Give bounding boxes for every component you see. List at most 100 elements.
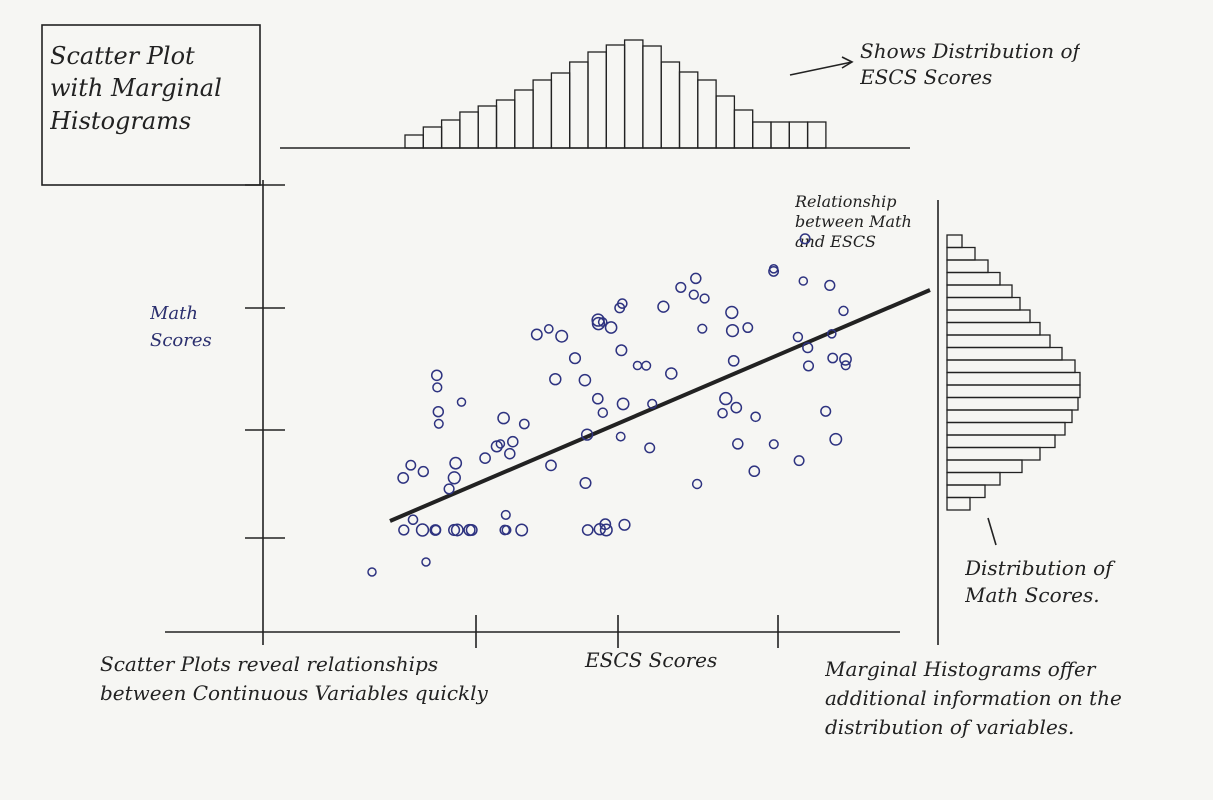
hist-bar	[569, 61, 589, 149]
hist-bar	[495, 99, 516, 149]
scatter-point	[591, 313, 605, 327]
scatter-point	[465, 524, 478, 536]
y-label-wrap: Math Scores	[150, 303, 212, 351]
scatter-point	[768, 439, 779, 450]
title-wrap: Scatter Plot with Marginal Histograms	[50, 42, 222, 135]
hist-bar	[946, 371, 1081, 386]
scatter-point	[579, 476, 592, 490]
scatter-point	[405, 459, 417, 471]
scatter-point	[614, 302, 626, 314]
hist-bar	[440, 119, 461, 149]
scatter-point	[604, 321, 618, 334]
arrow-head	[841, 56, 854, 69]
scatter-point	[768, 263, 779, 274]
scatter-point	[839, 352, 852, 366]
scatter-point	[691, 478, 703, 490]
scatter-point	[499, 524, 511, 536]
hist-bar	[946, 246, 976, 261]
scatter-point	[543, 324, 554, 334]
annotation: Relationship between Math and ESCS	[795, 192, 912, 251]
hist-bar	[477, 105, 498, 149]
scatter-point	[504, 447, 516, 460]
scatter-point	[838, 305, 849, 317]
scatter-point	[495, 439, 506, 449]
scatter-point	[641, 360, 652, 371]
scatter-point	[479, 452, 491, 464]
scatter-point	[447, 471, 461, 485]
hist-bar	[678, 71, 699, 149]
scatter-point	[515, 523, 529, 537]
marginal-note-wrap: Marginal Histograms offer additional inf…	[825, 657, 1122, 739]
hist-bar	[946, 446, 1041, 461]
scatter-point	[730, 401, 743, 414]
scatter-point	[580, 428, 594, 441]
scatter-point	[793, 455, 805, 467]
scatter-point	[593, 523, 606, 536]
hist-bar	[623, 39, 644, 149]
scatter-point	[421, 557, 431, 567]
title: Scatter Plot with Marginal Histograms	[50, 42, 222, 135]
hist-bar	[946, 284, 1013, 299]
scatter-point	[657, 300, 670, 313]
top-note-wrap: Shows Distribution of ESCS Scores	[860, 39, 1080, 89]
scatter-point	[456, 397, 467, 407]
hist-bar	[946, 484, 986, 499]
scatter-point	[597, 407, 609, 418]
scatter-point	[507, 435, 519, 448]
hist-bar	[532, 79, 553, 149]
scatter-point	[616, 397, 630, 411]
scatter-point	[398, 524, 410, 536]
hist-bar	[946, 359, 1076, 374]
scatter-point	[443, 483, 455, 495]
right-note-wrap: Distribution of Math Scores.	[965, 556, 1113, 607]
scatter-point	[798, 276, 809, 286]
scatter-point	[820, 405, 832, 417]
hist-bar	[946, 396, 1079, 411]
hist-bar	[946, 496, 971, 511]
scatter-point	[500, 509, 511, 520]
scatter-point	[597, 317, 608, 327]
scatter-point	[665, 367, 678, 380]
hist-bar	[946, 384, 1081, 399]
scatter-point	[568, 352, 582, 365]
scatter-point	[632, 360, 643, 371]
scatter-point	[688, 289, 699, 300]
hist-bar	[946, 421, 1066, 436]
regression-line	[389, 288, 931, 523]
scatter-point	[719, 391, 733, 406]
scatter-point	[450, 523, 464, 537]
scatter-point	[615, 431, 626, 442]
x-axis-label: ESCS Scores	[584, 648, 717, 672]
hist-bar	[946, 271, 1001, 286]
scatter-note-wrap: Scatter Plots reveal relationships betwe…	[100, 652, 488, 705]
scatter-point	[545, 459, 557, 472]
scatter-point	[732, 438, 744, 450]
annotation: Shows Distribution of ESCS Scores	[860, 39, 1080, 89]
hist-bar	[697, 79, 717, 149]
annotation: Scatter Plots reveal relationships betwe…	[100, 652, 488, 705]
scatter-point	[591, 392, 604, 405]
hist-bar	[946, 459, 1023, 474]
scatter-point	[717, 407, 728, 419]
scatter-point	[697, 323, 708, 334]
scatter-point	[802, 342, 814, 354]
scatter-point	[647, 398, 658, 410]
hist-bar	[733, 109, 754, 149]
scatter-point	[555, 329, 569, 343]
scatter-point	[518, 418, 530, 430]
scatter-point	[432, 405, 445, 418]
hist-bar	[946, 234, 963, 249]
scatter-point	[432, 382, 443, 393]
scatter-point	[675, 281, 687, 293]
scatter-point	[748, 465, 761, 478]
scatter-point	[829, 432, 843, 446]
scatter-point	[448, 523, 461, 537]
hist-bar	[715, 95, 736, 149]
hist-bar	[946, 309, 1031, 324]
scatter-point	[725, 305, 739, 320]
scatter-point	[826, 328, 837, 339]
scatter-point	[699, 293, 710, 304]
scatter-point	[433, 418, 444, 429]
